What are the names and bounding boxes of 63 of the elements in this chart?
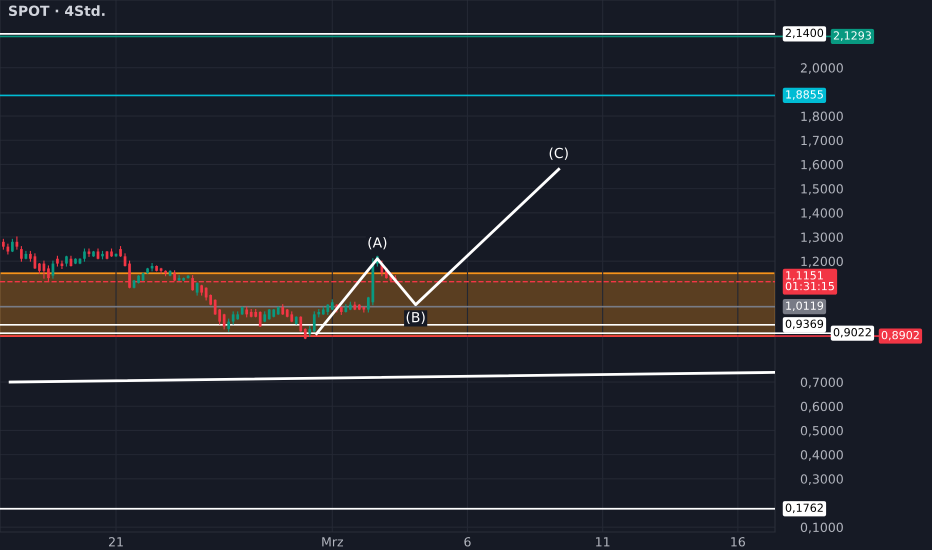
- candlestick: [290, 311, 294, 322]
- candlestick: [70, 256, 72, 267]
- candlestick: [52, 260, 54, 279]
- ref-line-label: 0,9369: [786, 320, 824, 330]
- candlestick: [209, 294, 212, 306]
- candlestick: [119, 246, 122, 257]
- candlestick: [65, 256, 68, 267]
- x-tick-label: 11: [596, 537, 610, 546]
- y-tick-label: 1,4000: [801, 208, 843, 219]
- ref-line-label: 0,9022: [834, 328, 871, 338]
- candlestick: [263, 311, 266, 322]
- y-tick-label: 1,2000: [801, 256, 843, 268]
- chart-title: SPOT · 4Std.: [8, 5, 105, 16]
- ref-line-label: 0,1762: [786, 504, 823, 514]
- candlestick: [56, 256, 59, 267]
- y-tick-label: 0,5000: [800, 426, 843, 437]
- y-tick-label: 1,6000: [801, 160, 843, 171]
- candlestick: [232, 311, 235, 325]
- candlestick: [227, 318, 230, 332]
- x-tick-label: 16: [731, 537, 745, 547]
- annotation: (B): [406, 312, 425, 324]
- ref-line-label: 1,1151 01:31:15: [786, 271, 834, 290]
- y-tick-label: 0,1000: [800, 522, 843, 534]
- candlestick: [245, 306, 248, 318]
- candlestick: [96, 248, 100, 260]
- y-tick-label: 1,3000: [801, 232, 843, 244]
- y-tick-label: 1,8000: [801, 112, 843, 122]
- candlestick: [317, 308, 320, 318]
- candlestick: [330, 299, 334, 310]
- x-tick-label: 6: [464, 537, 471, 547]
- x-tick-label: Mrz: [322, 537, 344, 546]
- candlestick: [281, 304, 284, 315]
- y-tick-label: 0,6000: [800, 402, 843, 412]
- x-tick-label: 21: [108, 537, 123, 546]
- y-tick-label: 0,3000: [800, 474, 843, 485]
- candlestick: [299, 316, 302, 332]
- candlestick: [367, 296, 370, 312]
- ref-line-label: 1,0119: [786, 301, 824, 312]
- candlestick: [326, 304, 330, 315]
- candlestick: [83, 248, 86, 262]
- ref-line-label: 2,1400: [786, 28, 824, 38]
- ref-line-label: 1,8855: [786, 90, 823, 100]
- candlestick: [196, 282, 198, 296]
- y-tick-label: 1,7000: [801, 136, 843, 146]
- ref-line-label: 2,1293: [834, 31, 871, 41]
- annotation: (C): [550, 148, 568, 160]
- candlestick: [200, 284, 203, 296]
- candlestick: [204, 287, 208, 300]
- candlestick: [268, 308, 271, 320]
- candlestick: [20, 246, 23, 262]
- candlestick: [258, 311, 262, 328]
- candlestick: [218, 308, 222, 325]
- y-tick-label: 2,0000: [800, 63, 843, 74]
- annotation: (A): [368, 236, 386, 250]
- candlestick: [312, 311, 316, 332]
- ref-line-label: 0,8902: [882, 330, 919, 340]
- y-tick-label: 0,7000: [800, 378, 843, 388]
- y-tick-label: 0,4000: [800, 450, 843, 461]
- candlestick: [11, 238, 14, 252]
- candlestick: [222, 314, 226, 330]
- y-tick-label: 1,5000: [801, 184, 843, 195]
- candlestick: [6, 244, 10, 254]
- candlestick: [214, 299, 217, 315]
